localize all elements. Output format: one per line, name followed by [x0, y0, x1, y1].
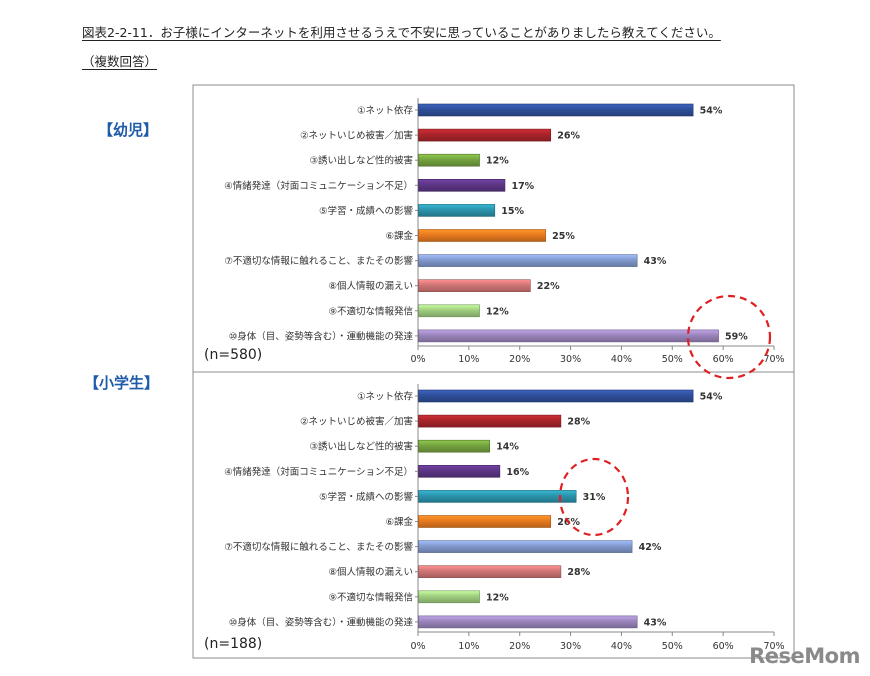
category-label: ④情緒発達（対面コミュニケーション不足）: [224, 466, 413, 478]
bar: [418, 103, 694, 117]
bar: [418, 128, 552, 142]
category-label: ⑥課金: [385, 516, 413, 528]
bar: [418, 540, 633, 553]
bar: [418, 179, 506, 192]
bar: [418, 615, 638, 629]
category-label: ⑦不適切な情報に触れること、またその影響: [224, 255, 413, 267]
x-tick-label: 70%: [763, 641, 784, 652]
figure-title: 図表2-2-11．お子様にインターネットを利用させるうえで不安に思っていることが…: [82, 22, 721, 41]
category-label: ⑩身体（目、姿勢等含む）・運動機能の発達: [229, 330, 414, 342]
figure-subtitle-text: （複数回答）: [82, 54, 158, 69]
x-tick-label: 10%: [458, 641, 479, 652]
bar: [418, 414, 562, 428]
x-tick-label: 50%: [662, 354, 683, 365]
x-tick-label: 20%: [509, 354, 530, 365]
category-label: ⑩身体（目、姿勢等含む）・運動機能の発達: [229, 616, 414, 628]
value-label: 28%: [567, 567, 590, 578]
value-label: 43%: [644, 617, 667, 628]
category-label: ①ネット依存: [357, 105, 414, 117]
value-label: 31%: [583, 492, 606, 503]
bar: [418, 590, 480, 604]
value-label: 42%: [639, 542, 662, 553]
category-label: ⑤学習・成績への影響: [319, 491, 414, 503]
value-label: 12%: [486, 592, 509, 603]
x-tick-label: 30%: [560, 354, 581, 365]
value-label: 15%: [501, 206, 524, 217]
value-label: 26%: [557, 131, 580, 142]
bar: [418, 204, 496, 217]
category-label: ②ネットいじめ被害／加害: [300, 416, 413, 428]
figure-title-text: 図表2-2-11．お子様にインターネットを利用させるうえで不安に思っていることが…: [82, 25, 721, 40]
bar: [418, 565, 562, 579]
bar: [418, 389, 694, 403]
category-label: ③誘い出しなど性的被害: [309, 441, 413, 453]
value-label: 22%: [537, 281, 560, 292]
category-label: ①ネット依存: [357, 391, 414, 403]
x-tick-label: 40%: [611, 641, 632, 652]
bar: [418, 490, 577, 503]
group-label-infant: 【幼児】: [98, 121, 159, 139]
group-label-elementary: 【小学生】: [84, 374, 160, 392]
highlight-circle: [558, 457, 630, 537]
watermark-logo: ReseMom: [749, 644, 860, 668]
bar: [418, 153, 480, 167]
value-label: 28%: [567, 417, 590, 428]
value-label: 25%: [552, 231, 575, 242]
category-label: ④情緒発達（対面コミュニケーション不足）: [224, 180, 413, 192]
category-label: ⑨不適切な情報発信: [328, 305, 413, 317]
category-label: ⑦不適切な情報に触れること、またその影響: [224, 541, 413, 553]
x-tick-label: 20%: [509, 641, 530, 652]
value-label: 43%: [644, 256, 667, 267]
x-tick-label: 70%: [763, 354, 784, 365]
bar: [418, 515, 552, 528]
value-label: 12%: [486, 306, 509, 317]
bar: [418, 464, 501, 478]
value-label: 17%: [511, 181, 534, 192]
x-tick-label: 60%: [713, 354, 734, 365]
category-label: ⑧個人情報の漏えい: [328, 280, 413, 292]
category-label: ⑧個人情報の漏えい: [328, 566, 413, 578]
category-label: ⑨不適切な情報発信: [328, 591, 413, 603]
bar: [418, 229, 546, 242]
figure-subtitle: （複数回答）: [82, 51, 157, 70]
value-label: 16%: [506, 467, 529, 478]
value-label: 54%: [700, 392, 723, 403]
x-tick-label: 60%: [713, 641, 734, 652]
x-tick-label: 0%: [410, 641, 425, 652]
x-tick-label: 30%: [560, 641, 581, 652]
sample-size-label: (n=188): [204, 636, 262, 652]
bar: [418, 254, 638, 267]
x-tick-label: 10%: [458, 354, 479, 365]
category-label: ③誘い出しなど性的被害: [309, 155, 413, 167]
category-label: ⑤学習・成績への影響: [319, 205, 414, 217]
category-label: ②ネットいじめ被害／加害: [300, 130, 413, 142]
bar: [418, 304, 480, 318]
value-label: 12%: [486, 156, 509, 167]
value-label: 59%: [725, 331, 748, 342]
x-tick-label: 40%: [611, 354, 632, 365]
bar: [418, 439, 490, 453]
bar: [418, 279, 531, 293]
x-tick-label: 50%: [662, 641, 683, 652]
sample-size-label: (n=580): [204, 347, 262, 363]
value-label: 14%: [496, 442, 519, 453]
x-tick-label: 0%: [410, 354, 425, 365]
highlight-circle: [686, 294, 772, 380]
bar: [418, 329, 719, 343]
value-label: 54%: [700, 106, 723, 117]
category-label: ⑥課金: [385, 230, 413, 242]
